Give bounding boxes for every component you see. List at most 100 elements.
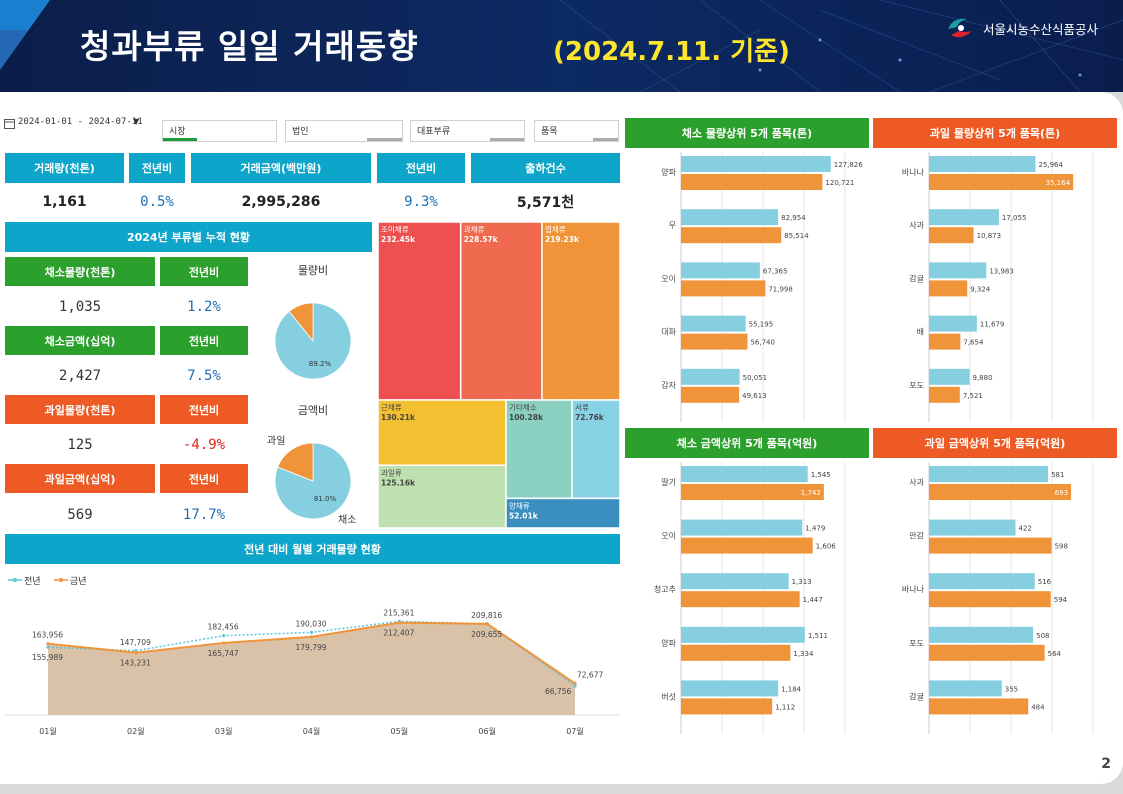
bar-value-prev: 50,051 [743, 374, 768, 382]
bar-prev [929, 680, 1002, 697]
series-point-curr [573, 681, 577, 686]
kpi-volume-yoy-value: 0.5% [140, 194, 174, 210]
bar-curr [929, 227, 974, 244]
bar-value-curr: 56,740 [750, 339, 775, 347]
data-label-low: 212,407 [383, 629, 414, 638]
series-point-curr [485, 622, 489, 626]
series-point-curr [134, 651, 138, 655]
filter-market[interactable]: 시장 [162, 120, 277, 142]
bar-value-curr: 564 [1048, 650, 1062, 658]
cumulative-title: 2024년 부류별 누적 현황 [5, 222, 372, 252]
kpi-header-amount: 거래금액(백만원) [191, 153, 371, 183]
bar-value-prev: 581 [1051, 471, 1064, 479]
veg-amount-yoy-label: 전년비 [160, 326, 248, 355]
veg-volume-yoy-value: 1.2% [187, 299, 221, 315]
bar-value-prev: 1,479 [805, 525, 825, 533]
kpi-volume-value: 1,161 [42, 194, 87, 210]
series-point-prev [309, 630, 314, 634]
bar-category-label: 배 [917, 328, 924, 337]
filter-progress [163, 138, 197, 141]
bar-value-curr: 1,447 [803, 596, 823, 604]
bar-prev [929, 519, 1016, 536]
treemap-cell-과일류 [378, 464, 507, 528]
bar-curr [929, 484, 1072, 500]
bar-value-curr: 10,873 [977, 232, 1002, 240]
treemap-cell-value: 125.16k [381, 478, 416, 487]
chevron-down-icon[interactable]: ▼ [133, 117, 140, 126]
filter-item[interactable]: 품목 [534, 120, 619, 142]
bar-value-curr: 9,324 [970, 285, 991, 293]
bar-category-label: 바나나 [902, 584, 925, 594]
bar-category-label: 만감 [909, 531, 924, 541]
x-tick-label: 05월 [391, 726, 409, 736]
bar-curr [681, 333, 748, 350]
bar-value-prev: 1,545 [811, 471, 831, 479]
fruit-volume-yoy-value: -4.9% [182, 437, 226, 453]
calendar-icon[interactable] [4, 118, 15, 129]
pie-slice-과일 [288, 302, 314, 343]
treemap-cell-name: 양채류 [509, 500, 530, 510]
kpi-header-amount-yoy: 전년비 [377, 153, 465, 183]
treemap-cell-기타채소 [505, 399, 573, 500]
series-point-prev [46, 645, 50, 649]
bar-curr [681, 537, 813, 554]
monthly-title: 전년 대비 월별 거래물량 현황 [5, 534, 620, 564]
filter-category[interactable]: 대표부류 [410, 120, 525, 142]
bar-value-prev: 11,679 [980, 321, 1005, 329]
treemap-cell-value: 219.23k [545, 235, 580, 244]
bar-prev [929, 626, 1034, 643]
filter-progress [593, 138, 618, 141]
bar-category-label: 사과 [909, 478, 924, 487]
x-tick-label: 04월 [303, 726, 321, 736]
fruit-amount-bar-chart: 581 693 사과 422 598 만감 516 594 바나나 508 564 포도 355 484 감… [902, 462, 1094, 734]
bar-curr [681, 698, 773, 715]
bar-curr [681, 644, 791, 661]
data-label-low: 165,747 [208, 649, 239, 658]
data-label-high: 182,456 [208, 623, 239, 632]
kpi-shipments-value: 5,571천 [516, 195, 575, 211]
treemap-cell-name: 기타채소 [509, 402, 537, 412]
legend-prev-label: 전년 [24, 577, 41, 587]
bar-category-label: 버섯 [661, 691, 676, 701]
treemap-cell-name: 과채류 [464, 224, 485, 234]
fruit-volume-panel-title: 과일 물량상위 5개 품목(톤) [873, 118, 1117, 148]
bar-value-prev: 1,313 [792, 578, 812, 586]
bar-value-curr: 71,998 [768, 285, 793, 293]
data-label-high: 190,030 [296, 619, 327, 628]
fruit-amount-yoy-value: 17.7% [182, 507, 226, 523]
bar-value-curr: 1,606 [816, 543, 837, 551]
veg-volume-panel-title: 채소 물량상위 5개 품목(톤) [625, 118, 869, 148]
date-range-picker[interactable]: 2024-01-01 - 2024-07-11 [18, 117, 143, 127]
pie-volume-title: 물량비 [297, 264, 329, 277]
series-point-curr [309, 635, 314, 639]
bar-value-curr: 1,742 [801, 489, 821, 497]
decor-network-lines [559, 0, 1123, 92]
bar-value-curr: 693 [1055, 489, 1068, 497]
bar-value-prev: 82,954 [781, 214, 806, 222]
bar-category-label: 포도 [909, 639, 924, 648]
bar-prev [681, 368, 740, 385]
org-name: 서울시농수산식품공사 [983, 22, 1099, 37]
bar-value-curr: 594 [1054, 596, 1068, 604]
veg-amount-yoy-value: 7.5% [187, 368, 221, 384]
pie-slice-과일 [277, 442, 314, 482]
fruit-volume-bar-chart: 25,964 35,164 바나나 17,055 10,873 사과 13,983 9,324… [902, 152, 1094, 422]
filter-corporation[interactable]: 법인 [285, 120, 403, 142]
bar-value-prev: 508 [1036, 632, 1049, 640]
bar-value-curr: 85,514 [784, 232, 809, 240]
bar-curr [681, 591, 800, 608]
bar-curr [929, 280, 968, 297]
bar-category-label: 포도 [909, 381, 924, 390]
bar-prev [929, 466, 1049, 482]
filter-progress [490, 138, 524, 141]
bar-prev [681, 209, 779, 226]
fruit-amount-label: 과일금액(십억) [5, 464, 155, 493]
bar-prev [681, 262, 760, 279]
veg-volume-bar-chart: 127,826 120,721 양파 82,954 85,514 무 67,365 71,99… [661, 152, 863, 422]
bar-value-prev: 9,880 [973, 374, 993, 382]
bar-curr [681, 174, 823, 190]
legend-prev-icon [8, 578, 22, 582]
bar-value-curr: 1,112 [775, 703, 795, 711]
x-tick-label: 03월 [215, 726, 233, 736]
bar-value-prev: 13,983 [989, 267, 1014, 275]
